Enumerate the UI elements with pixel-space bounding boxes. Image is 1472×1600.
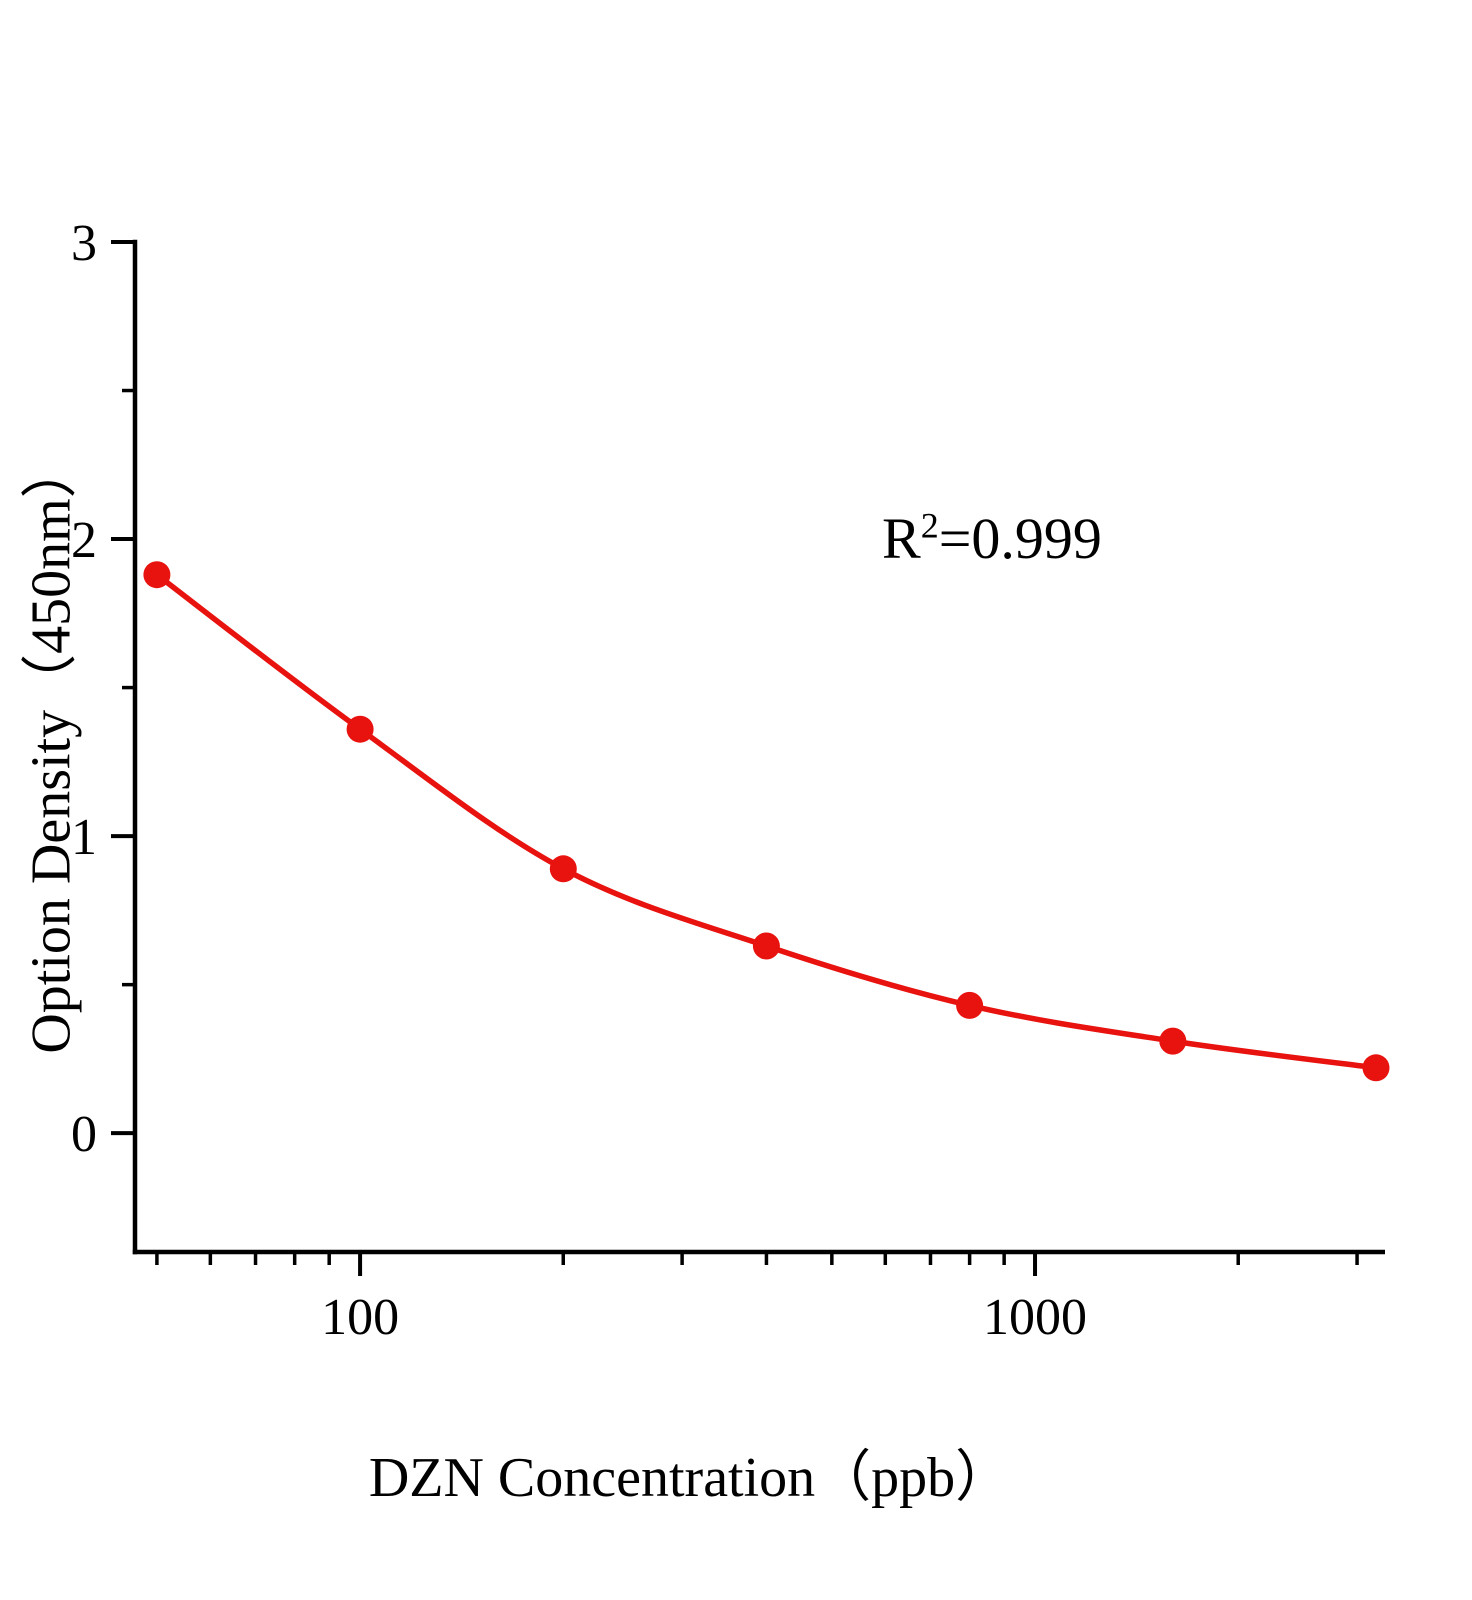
y-tick-label: 1	[71, 809, 97, 866]
y-tick-label: 2	[71, 512, 97, 569]
data-point	[549, 855, 577, 883]
r-squared-annotation: R2=0.999	[882, 505, 1102, 572]
r-squared-base: R	[882, 506, 921, 571]
data-point	[346, 715, 374, 743]
data-point	[143, 561, 171, 589]
r-squared-value: =0.999	[938, 506, 1102, 571]
x-tick-label: 1000	[983, 1289, 1087, 1346]
x-axis-label: DZN Concentration（ppb）	[368, 1447, 1012, 1509]
r-squared-exponent: 2	[920, 505, 939, 546]
y-tick-label: 3	[71, 215, 97, 272]
y-tick-label: 0	[71, 1106, 97, 1163]
data-point	[1362, 1054, 1390, 1082]
fit-curve	[154, 571, 1379, 1071]
data-point	[752, 932, 780, 960]
x-tick-label: 100	[321, 1289, 399, 1346]
data-point	[1159, 1027, 1187, 1055]
data-point	[956, 991, 984, 1019]
y-axis-label: Option Density（450nm）	[20, 442, 83, 1054]
